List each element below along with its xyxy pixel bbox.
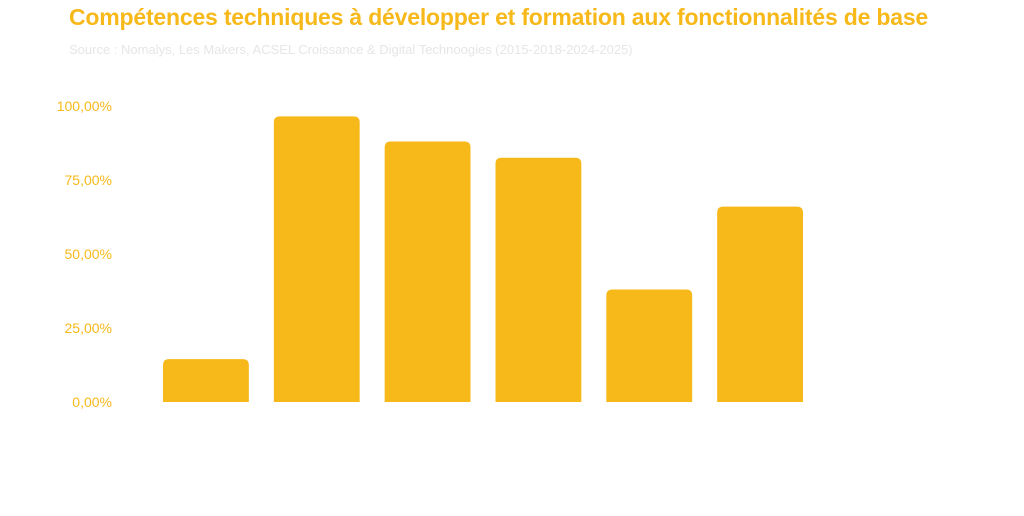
- y-tick-label: 75,00%: [65, 172, 112, 188]
- y-tick-label: 50,00%: [65, 246, 112, 262]
- bar: [717, 206, 803, 402]
- bar: [384, 141, 471, 402]
- y-axis: 0,00% 25,00% 50,00% 75,00% 100,00%: [57, 98, 112, 410]
- bar: [273, 116, 360, 403]
- y-tick-label: 25,00%: [65, 320, 112, 336]
- chart-title: Compétences techniques à développer et f…: [69, 4, 929, 30]
- y-tick-label: 100,00%: [57, 98, 112, 114]
- y-tick-label: 0,00%: [72, 394, 112, 410]
- bar: [163, 359, 249, 402]
- chart-subtitle: Source : Nomalys, Les Makers, ACSEL Croi…: [69, 42, 633, 57]
- bar: [495, 157, 582, 402]
- bars: [163, 116, 803, 403]
- bar: [606, 289, 693, 402]
